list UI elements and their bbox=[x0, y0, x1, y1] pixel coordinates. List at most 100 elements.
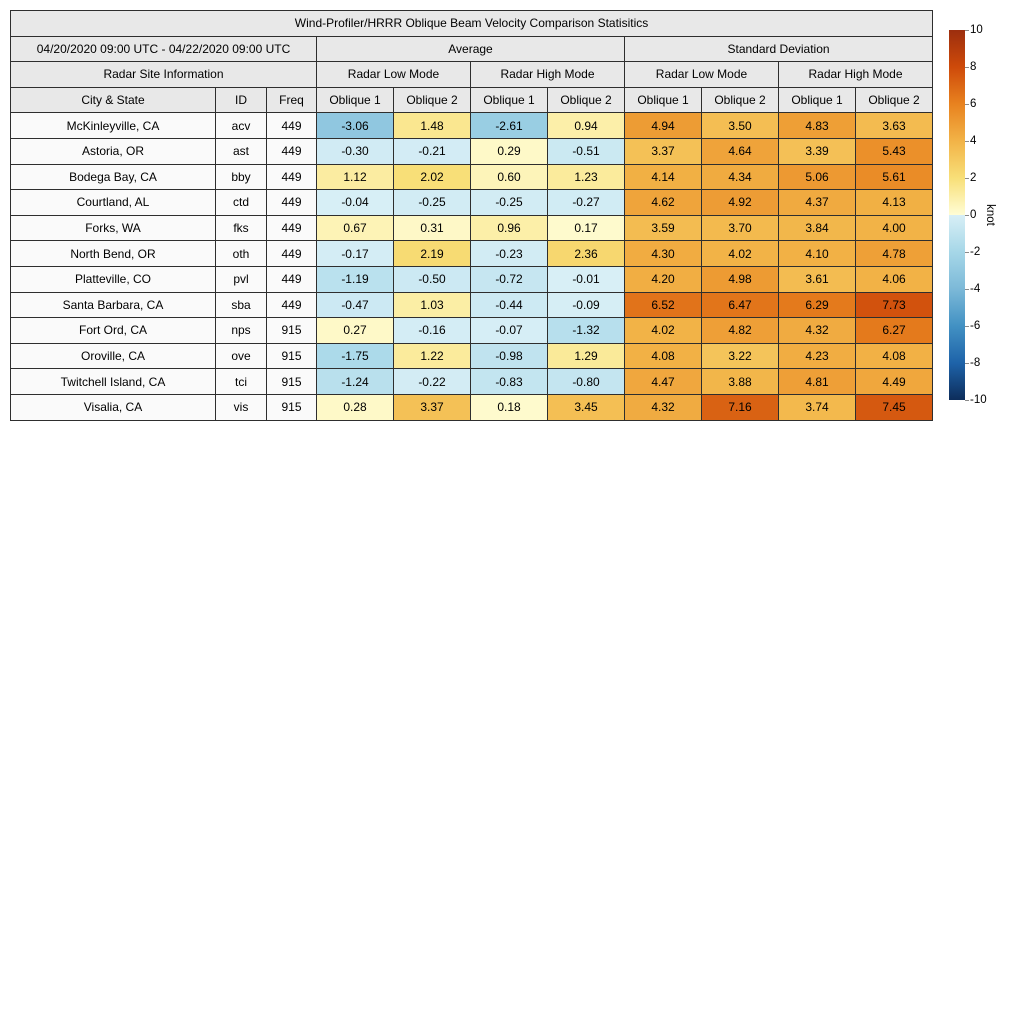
cell-id: ast bbox=[215, 137, 267, 165]
avg-low-mode-label: Radar Low Mode bbox=[316, 61, 471, 88]
cell-value: 4.64 bbox=[701, 137, 779, 165]
col-std-high-ob2-label: Oblique 2 bbox=[854, 86, 934, 114]
cell-value: 6.47 bbox=[701, 291, 779, 319]
colorbar-tick-label: 10 bbox=[970, 24, 983, 36]
cell-value: 2.19 bbox=[393, 240, 471, 267]
table-row: Astoria, OR ast 449 -0.30 -0.21 0.29 -0.51 3.37… bbox=[10, 137, 934, 165]
colorbar-tick-mark bbox=[965, 326, 969, 327]
table-row: North Bend, OR oth 449 -0.17 2.19 -0.23 2.36 4.… bbox=[10, 240, 934, 267]
site-info-label: Radar Site Information bbox=[10, 61, 317, 88]
cell-value: 3.37 bbox=[624, 137, 702, 165]
cell-value: 4.47 bbox=[624, 368, 702, 395]
cell-freq: 449 bbox=[266, 112, 317, 139]
mode-header-row: Radar Site Information Radar Low Mode Ra… bbox=[10, 61, 934, 88]
col-std-high-ob1-label: Oblique 1 bbox=[778, 86, 856, 114]
colorbar-tick-mark bbox=[965, 178, 969, 179]
cell-id: fks bbox=[215, 214, 267, 242]
std-low-mode-label: Radar Low Mode bbox=[624, 61, 779, 88]
table-row: Oroville, CA ove 915 -1.75 1.22 -0.98 1.29 4.08… bbox=[10, 342, 934, 370]
colorbar-tick-label: 2 bbox=[970, 172, 977, 184]
cell-value: 6.27 bbox=[854, 317, 934, 344]
colorbar-tick-label: -4 bbox=[970, 283, 981, 295]
table-row: Courtland, AL ctd 449 -0.04 -0.25 -0.25 -0.27 4… bbox=[10, 189, 934, 216]
table-row: Visalia, CA vis 915 0.28 3.37 0.18 3.45 4.32 7.1… bbox=[10, 393, 934, 421]
cell-id: oth bbox=[215, 240, 267, 267]
cell-value: 4.00 bbox=[854, 214, 934, 242]
statistics-table-wrap: Wind-Profiler/HRRR Oblique Beam Velocity… bbox=[9, 10, 934, 421]
cell-value: 4.98 bbox=[701, 265, 779, 293]
cell-value: 3.50 bbox=[701, 112, 779, 139]
cell-freq: 449 bbox=[266, 291, 317, 319]
table-row: McKinleyville, CA acv 449 -3.06 1.48 -2.61 0.9… bbox=[10, 112, 934, 139]
group-average-label: Average bbox=[316, 35, 625, 63]
cell-value: -0.25 bbox=[393, 189, 471, 216]
std-high-mode-label: Radar High Mode bbox=[777, 61, 934, 88]
cell-freq: 915 bbox=[266, 368, 317, 395]
cell-id: ctd bbox=[215, 189, 267, 216]
colorbar-tick-mark bbox=[965, 215, 969, 216]
cell-value: 4.08 bbox=[624, 342, 702, 370]
cell-value: 4.94 bbox=[624, 112, 702, 139]
colorbar-tick-mark bbox=[965, 67, 969, 68]
cell-value: 0.94 bbox=[547, 112, 625, 139]
cell-value: 1.29 bbox=[547, 342, 625, 370]
statistics-table: Wind-Profiler/HRRR Oblique Beam Velocity… bbox=[9, 10, 934, 421]
cell-value: 4.08 bbox=[854, 342, 934, 370]
cell-value: 0.31 bbox=[393, 214, 471, 242]
cell-value: 7.45 bbox=[854, 393, 934, 421]
colorbar-tick-mark bbox=[965, 30, 969, 31]
date-range-label: 04/20/2020 09:00 UTC - 04/22/2020 09:00 … bbox=[10, 35, 317, 63]
colorbar-tick-label: -2 bbox=[970, 246, 981, 258]
cell-value: 0.96 bbox=[470, 214, 548, 242]
cell-value: 4.32 bbox=[624, 393, 702, 421]
table-body: McKinleyville, CA acv 449 -3.06 1.48 -2.61 0.9… bbox=[10, 112, 934, 421]
cell-value: -1.24 bbox=[316, 368, 394, 395]
cell-value: 4.14 bbox=[624, 163, 702, 191]
cell-value: 3.74 bbox=[778, 393, 856, 421]
table-row: Platteville, CO pvl 449 -1.19 -0.50 -0.72 -0.0… bbox=[10, 265, 934, 293]
table-row: Bodega Bay, CA bby 449 1.12 2.02 0.60 1.23 4.14… bbox=[10, 163, 934, 191]
colorbar-tick-label: 0 bbox=[970, 209, 977, 221]
cell-value: 7.16 bbox=[701, 393, 779, 421]
cell-freq: 449 bbox=[266, 265, 317, 293]
cell-freq: 915 bbox=[266, 393, 317, 421]
cell-id: tci bbox=[215, 368, 267, 395]
cell-value: 4.06 bbox=[854, 265, 934, 293]
cell-value: 3.88 bbox=[701, 368, 779, 395]
cell-value: 5.43 bbox=[854, 137, 934, 165]
table-row: Fort Ord, CA nps 915 0.27 -0.16 -0.07 -1.32 4.0… bbox=[10, 317, 934, 344]
cell-value: -0.30 bbox=[316, 137, 394, 165]
cell-value: -0.01 bbox=[547, 265, 625, 293]
cell-city: Platteville, CO bbox=[10, 265, 216, 293]
cell-value: 5.61 bbox=[854, 163, 934, 191]
cell-value: -1.19 bbox=[316, 265, 394, 293]
cell-value: 5.06 bbox=[778, 163, 856, 191]
cell-value: 3.61 bbox=[778, 265, 856, 293]
cell-city: McKinleyville, CA bbox=[10, 112, 216, 139]
cell-value: -0.25 bbox=[470, 189, 548, 216]
cell-value: 1.03 bbox=[393, 291, 471, 319]
cell-value: -0.44 bbox=[470, 291, 548, 319]
cell-value: -0.51 bbox=[547, 137, 625, 165]
cell-value: -1.32 bbox=[547, 317, 625, 344]
cell-value: -0.27 bbox=[547, 189, 625, 216]
cell-value: -0.07 bbox=[470, 317, 548, 344]
colorbar-tick-label: -6 bbox=[970, 320, 981, 332]
cell-value: 4.32 bbox=[778, 317, 856, 344]
cell-freq: 449 bbox=[266, 189, 317, 216]
cell-value: 0.27 bbox=[316, 317, 394, 344]
cell-value: 7.73 bbox=[854, 291, 934, 319]
cell-value: -0.16 bbox=[393, 317, 471, 344]
col-freq-label: Freq bbox=[266, 86, 317, 114]
cell-value: 0.28 bbox=[316, 393, 394, 421]
cell-value: 4.13 bbox=[854, 189, 934, 216]
figure-title: Wind-Profiler/HRRR Oblique Beam Velocity… bbox=[9, 10, 934, 37]
cell-value: -1.75 bbox=[316, 342, 394, 370]
cell-value: 2.02 bbox=[393, 163, 471, 191]
col-avg-high-ob1-label: Oblique 1 bbox=[470, 86, 548, 114]
cell-value: 0.67 bbox=[316, 214, 394, 242]
colorbar-tick-mark bbox=[965, 141, 969, 142]
col-avg-low-ob1-label: Oblique 1 bbox=[316, 86, 394, 114]
cell-value: 4.37 bbox=[778, 189, 856, 216]
